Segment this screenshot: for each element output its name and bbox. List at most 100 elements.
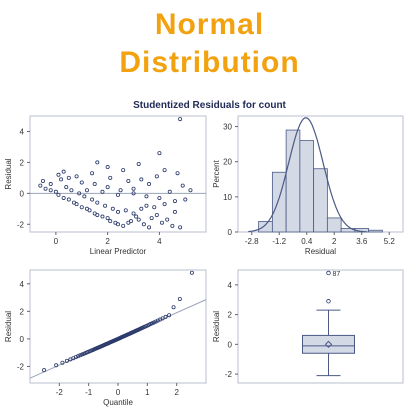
scatter-point xyxy=(154,174,159,179)
scatter-point xyxy=(95,160,100,165)
scatter-point xyxy=(74,174,79,179)
qq-point xyxy=(76,354,81,359)
scatter-point xyxy=(116,222,121,227)
scatter-point xyxy=(121,168,126,173)
histogram-bar xyxy=(299,140,315,233)
scatter-point xyxy=(103,203,108,208)
page-title-line1: Normal xyxy=(154,8,265,41)
scatter-panel-frame xyxy=(29,115,207,233)
scatter-point xyxy=(136,161,141,166)
scatter-point xyxy=(131,191,136,196)
histogram-panel-ytick-label: 10 xyxy=(223,193,232,202)
scatter-point xyxy=(152,205,157,210)
qq-panel-xlabel: Quantile xyxy=(103,398,133,407)
scatter-point xyxy=(172,199,177,204)
scatter-point xyxy=(178,117,183,122)
scatter-point xyxy=(61,169,66,174)
scatter-panel-xtick-label: 2 xyxy=(105,237,110,246)
scatter-point xyxy=(131,211,136,216)
scatter-point xyxy=(141,222,146,227)
qq-panel-ytick-label: 2 xyxy=(20,307,25,316)
scatter-point xyxy=(90,197,95,202)
scatter-point xyxy=(105,185,110,190)
scatter-point xyxy=(175,171,180,176)
qq-panel-xtick-label: -1 xyxy=(85,388,93,397)
scatter-point xyxy=(134,214,139,219)
scatter-point xyxy=(116,192,121,197)
panel-subtitle: Studentized Residuals for count xyxy=(133,100,286,111)
qq-point xyxy=(189,270,194,275)
qq-point xyxy=(153,319,158,324)
qq-point xyxy=(163,314,168,319)
scatter-point xyxy=(79,180,84,185)
scatter-point xyxy=(108,219,113,224)
box-iqr xyxy=(302,334,355,354)
histogram-bar xyxy=(258,221,273,233)
histogram-panel-xtick-label: -1.2 xyxy=(272,237,286,246)
box-outlier-label: 87 xyxy=(333,271,341,278)
scatter-point xyxy=(74,202,79,207)
scatter-point xyxy=(87,208,92,213)
histogram-panel-ytick-label: 0 xyxy=(228,228,233,237)
qq-point xyxy=(64,358,69,363)
qq-panel-ytick-label: 0 xyxy=(20,335,25,344)
scatter-panel-ytick-label: 2 xyxy=(20,158,25,167)
scatter-point xyxy=(139,177,144,182)
scatter-panel-xtick-label: 4 xyxy=(157,237,162,246)
scatter-point xyxy=(100,214,105,219)
histogram-panel-ylabel: Percent xyxy=(212,159,221,187)
scatter-point xyxy=(180,183,185,188)
boxplot-panel-frame xyxy=(237,269,404,384)
scatter-point xyxy=(172,209,177,214)
scatter-point xyxy=(79,205,84,210)
scatter-point xyxy=(157,195,162,200)
scatter-point xyxy=(84,188,89,193)
boxplot-panel-ytick-label: -2 xyxy=(225,370,233,379)
page-title-line2: Distribution xyxy=(119,46,300,79)
scatter-point xyxy=(53,189,58,194)
histogram-panel-ytick-label: 30 xyxy=(223,123,232,132)
scatter-point xyxy=(56,192,61,197)
qq-point xyxy=(42,368,47,373)
qq-point xyxy=(73,355,78,360)
scatter-point xyxy=(162,168,167,173)
scatter-point xyxy=(188,188,193,193)
box-outlier xyxy=(326,299,331,304)
scatter-point xyxy=(116,209,121,214)
histogram-bar xyxy=(313,168,328,233)
scatter-point xyxy=(159,220,164,225)
scatter-point xyxy=(66,175,71,180)
histogram-panel-xtick-label: 5.2 xyxy=(384,237,396,246)
scatter-point xyxy=(149,216,154,221)
qq-point xyxy=(167,313,172,318)
scatter-point xyxy=(144,203,149,208)
qq-point xyxy=(78,353,83,358)
scatter-point xyxy=(48,182,53,187)
histogram-panel-xtick-label: 2 xyxy=(332,237,337,246)
scatter-point xyxy=(69,188,74,193)
scatter-point xyxy=(43,186,48,191)
qq-panel-xtick-label: -2 xyxy=(56,388,64,397)
scatter-point xyxy=(77,191,82,196)
histogram-bar xyxy=(326,217,342,233)
boxplot-panel-ytick-label: 4 xyxy=(228,281,233,290)
qq-panel-xtick-label: 1 xyxy=(145,388,150,397)
scatter-point xyxy=(131,186,136,191)
box-outlier xyxy=(326,270,331,276)
qq-panel-xtick-label: 2 xyxy=(174,388,179,397)
boxplot-panel-ylabel: Residual xyxy=(212,311,221,342)
scatter-point xyxy=(92,182,97,187)
scatter-point xyxy=(40,178,45,183)
scatter-point xyxy=(178,225,183,230)
scatter-point xyxy=(66,197,71,202)
qq-point xyxy=(171,305,176,310)
scatter-point xyxy=(128,219,133,224)
boxplot-panel-ytick-label: 2 xyxy=(228,311,233,320)
scatter-panel-ytick-label: 4 xyxy=(20,127,25,136)
qq-panel-xtick-label: 0 xyxy=(116,388,121,397)
qq-panel-ytick-label: -2 xyxy=(17,362,25,371)
qq-panel-ytick-label: 4 xyxy=(20,280,25,289)
histogram-bar xyxy=(368,229,383,233)
histogram-panel-xtick-label: -2.8 xyxy=(245,237,259,246)
scatter-panel-ytick-label: -2 xyxy=(17,220,25,229)
